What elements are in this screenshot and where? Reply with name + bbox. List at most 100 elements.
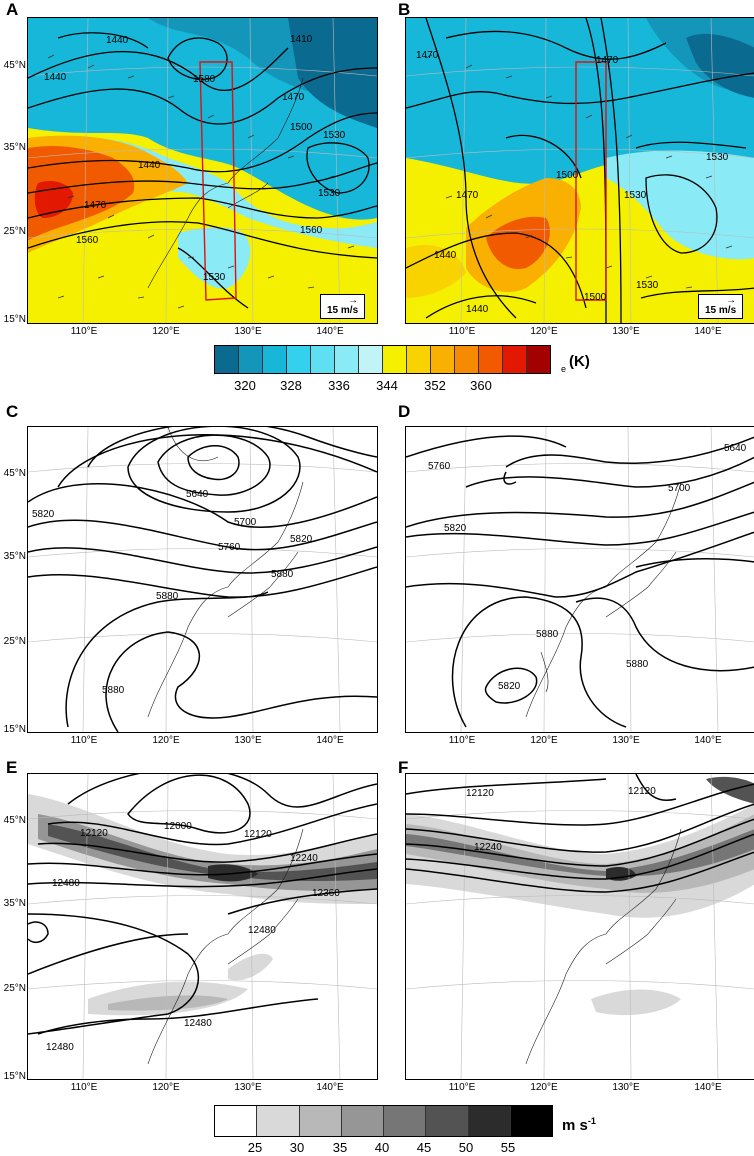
colorbar-swatch [287, 346, 311, 373]
svg-text:12480: 12480 [46, 1042, 74, 1053]
svg-text:1530: 1530 [203, 272, 226, 283]
lat-label: 25°N [3, 983, 26, 994]
lon-label: 140°E [316, 735, 344, 746]
colorbar-swatch [359, 346, 383, 373]
colorbar-swatch [299, 1106, 342, 1136]
svg-text:5700: 5700 [234, 517, 257, 528]
colorbar-swatch [527, 346, 550, 373]
lon-label: 110°E [70, 735, 98, 746]
svg-text:1500: 1500 [290, 122, 313, 133]
colorbar-swatch [257, 1106, 300, 1136]
svg-text:5760: 5760 [428, 461, 451, 472]
svg-text:5700: 5700 [668, 483, 691, 494]
analysis-box-b [575, 61, 607, 301]
map-panel-f: 12120 12120 12240 [405, 773, 754, 1080]
map-panel-c: 5640 5700 5760 5820 5820 5880 5880 5880 [27, 426, 378, 733]
colorbar-tick: 45 [416, 1140, 432, 1155]
panel-letter-f: F [398, 758, 409, 777]
colorbar-swatch [341, 1106, 384, 1136]
lon-label: 130°E [234, 326, 262, 337]
colorbar-tick: 328 [280, 378, 302, 393]
lat-label: 35°N [3, 898, 26, 909]
lat-label: 35°N [3, 551, 26, 562]
panel-letter-d: D [398, 402, 411, 421]
svg-text:1530: 1530 [624, 190, 647, 201]
svg-text:1580: 1580 [193, 74, 216, 85]
colorbar-swatch [407, 346, 431, 373]
svg-text:12120: 12120 [80, 828, 108, 839]
svg-text:12120: 12120 [466, 788, 494, 799]
svg-text:5880: 5880 [536, 629, 559, 640]
colorbar-swatch [426, 1106, 469, 1136]
lon-label: 140°E [316, 1082, 344, 1093]
svg-text:1440: 1440 [434, 250, 457, 261]
panel-letter-e: E [6, 758, 18, 777]
svg-text:12480: 12480 [52, 878, 80, 889]
colorbar-tick: 50 [458, 1140, 474, 1155]
lon-label: 130°E [612, 326, 640, 337]
colorbar-tick: 360 [470, 378, 492, 393]
colorbar-swatch [239, 346, 263, 373]
colorbar-tick: 35 [332, 1140, 348, 1155]
svg-text:1470: 1470 [596, 55, 619, 66]
colorbar-tick: 344 [376, 378, 398, 393]
lon-label: 140°E [694, 1082, 722, 1093]
colorbar-swatch [335, 346, 359, 373]
svg-text:5880: 5880 [626, 659, 649, 670]
svg-text:1500: 1500 [556, 170, 579, 181]
panel-letter-b: B [398, 0, 411, 19]
lon-label: 120°E [152, 326, 180, 337]
colorbar-swatch [503, 346, 527, 373]
svg-text:1470: 1470 [282, 92, 305, 103]
geopotential-200-e: 12120 12000 12120 12240 12360 12480 1248… [28, 774, 377, 1079]
wind-speed-colorbar [214, 1105, 553, 1137]
lon-label: 130°E [234, 735, 262, 746]
svg-text:1500: 1500 [584, 292, 607, 303]
colorbar-swatch [383, 346, 407, 373]
colorbar-tick: 320 [234, 378, 256, 393]
svg-text:5820: 5820 [498, 681, 521, 692]
svg-text:5640: 5640 [186, 489, 209, 500]
colorbar-swatch [215, 1106, 258, 1136]
map-panel-a: 1440 1440 1440 1470 1410 1500 1530 1580 … [27, 17, 378, 324]
theta-e-field-b: 1470 1470 1470 1500 1530 1530 1440 1440 … [406, 18, 754, 323]
lat-label: 45°N [3, 468, 26, 479]
svg-text:5880: 5880 [102, 685, 125, 696]
reference-vector-a: → 15 m/s [320, 294, 366, 319]
colorbar-unit: (K) [569, 353, 590, 370]
svg-text:12240: 12240 [290, 853, 318, 864]
svg-text:12480: 12480 [184, 1018, 212, 1029]
reference-vector-b: → 15 m/s [698, 294, 744, 319]
svg-text:12480: 12480 [248, 925, 276, 936]
lon-label: 110°E [70, 326, 98, 337]
svg-text:1410: 1410 [290, 34, 313, 45]
theta-e-colorbar [214, 345, 551, 374]
lon-label: 140°E [694, 326, 722, 337]
colorbar-tick: 30 [289, 1140, 305, 1155]
lon-label: 110°E [448, 326, 476, 337]
colorbar-tick: 352 [424, 378, 446, 393]
lon-label: 140°E [694, 735, 722, 746]
svg-text:1440: 1440 [44, 72, 67, 83]
lat-label: 15°N [3, 314, 26, 325]
svg-text:1560: 1560 [76, 235, 99, 246]
svg-text:12240: 12240 [474, 842, 502, 853]
svg-text:1530: 1530 [706, 152, 729, 163]
svg-text:5880: 5880 [156, 591, 179, 602]
svg-text:1470: 1470 [456, 190, 479, 201]
svg-text:5820: 5820 [290, 534, 313, 545]
colorbar-tick: 336 [328, 378, 350, 393]
lat-label: 25°N [3, 636, 26, 647]
lon-label: 120°E [530, 326, 558, 337]
svg-text:12360: 12360 [312, 888, 340, 899]
svg-text:5760: 5760 [218, 542, 241, 553]
svg-text:1530: 1530 [318, 188, 341, 199]
lon-label: 120°E [152, 1082, 180, 1093]
colorbar-swatch [263, 346, 287, 373]
svg-text:5820: 5820 [32, 509, 55, 520]
lat-label: 15°N [3, 724, 26, 735]
theta-e-field-a: 1440 1440 1440 1470 1410 1500 1530 1580 … [28, 18, 377, 323]
lon-label: 110°E [448, 735, 476, 746]
svg-text:5820: 5820 [444, 523, 467, 534]
lon-label: 110°E [70, 1082, 98, 1093]
